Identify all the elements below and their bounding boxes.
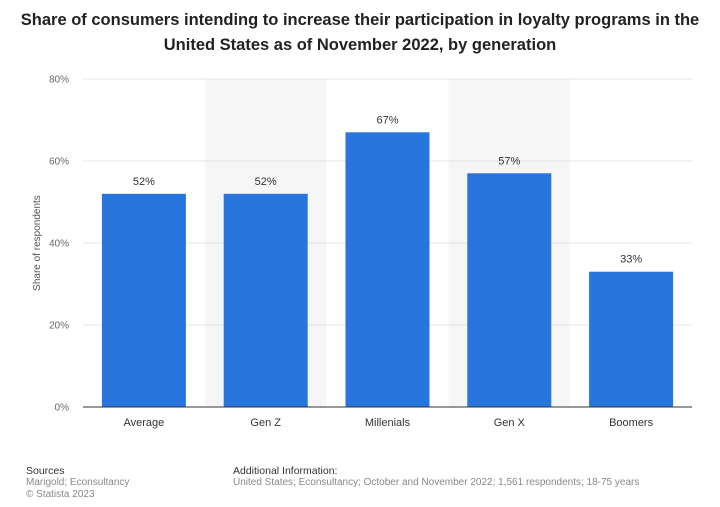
y-axis-label: Share of respondents xyxy=(32,195,43,291)
bar xyxy=(223,193,308,407)
x-axis-labels: Average Gen Z Millenials Gen X Boomers xyxy=(124,417,654,429)
additional-info-text: United States; Econsultancy; October and… xyxy=(233,477,640,488)
additional-info-block: Additional Information: United States; E… xyxy=(233,465,639,489)
bar xyxy=(467,173,552,407)
data-label: 52% xyxy=(133,176,155,188)
bars xyxy=(101,132,674,408)
y-tick-label: 0% xyxy=(55,403,70,414)
bar-chart: 0%20%40%60%80% Share of respondents 52% 5… xyxy=(32,75,692,429)
y-axis-ticks: 0% 20% 40% 60% 80% xyxy=(49,75,69,414)
data-label: 57% xyxy=(498,155,520,167)
bar xyxy=(345,132,430,408)
additional-info-heading: Additional Information: xyxy=(233,465,338,477)
data-label: 33% xyxy=(620,254,642,266)
y-tick-label: 40% xyxy=(49,239,69,250)
x-tick-label: Average xyxy=(124,417,165,429)
bar xyxy=(589,271,674,407)
y-tick-label: 20% xyxy=(49,321,69,332)
data-labels: 52% 52% 67% 57% 33% xyxy=(133,114,642,265)
y-tick-label: 60% xyxy=(49,157,69,168)
x-tick-label: Millenials xyxy=(365,417,411,429)
data-label: 67% xyxy=(376,114,398,126)
x-tick-label: Gen X xyxy=(494,417,526,429)
x-tick-label: Boomers xyxy=(609,417,654,429)
x-tick-label: Gen Z xyxy=(250,417,281,429)
y-tick-label: 80% xyxy=(49,75,69,86)
sources-line: Marigold; Econsultancy xyxy=(26,477,130,488)
bar xyxy=(101,193,186,407)
sources-block: Sources Marigold; Econsultancy © Statist… xyxy=(26,465,129,501)
sources-heading: Sources xyxy=(26,465,65,477)
copyright-line: © Statista 2023 xyxy=(26,489,95,500)
data-label: 52% xyxy=(255,176,277,188)
chart-title: Share of consumers intending to increase… xyxy=(20,11,700,54)
